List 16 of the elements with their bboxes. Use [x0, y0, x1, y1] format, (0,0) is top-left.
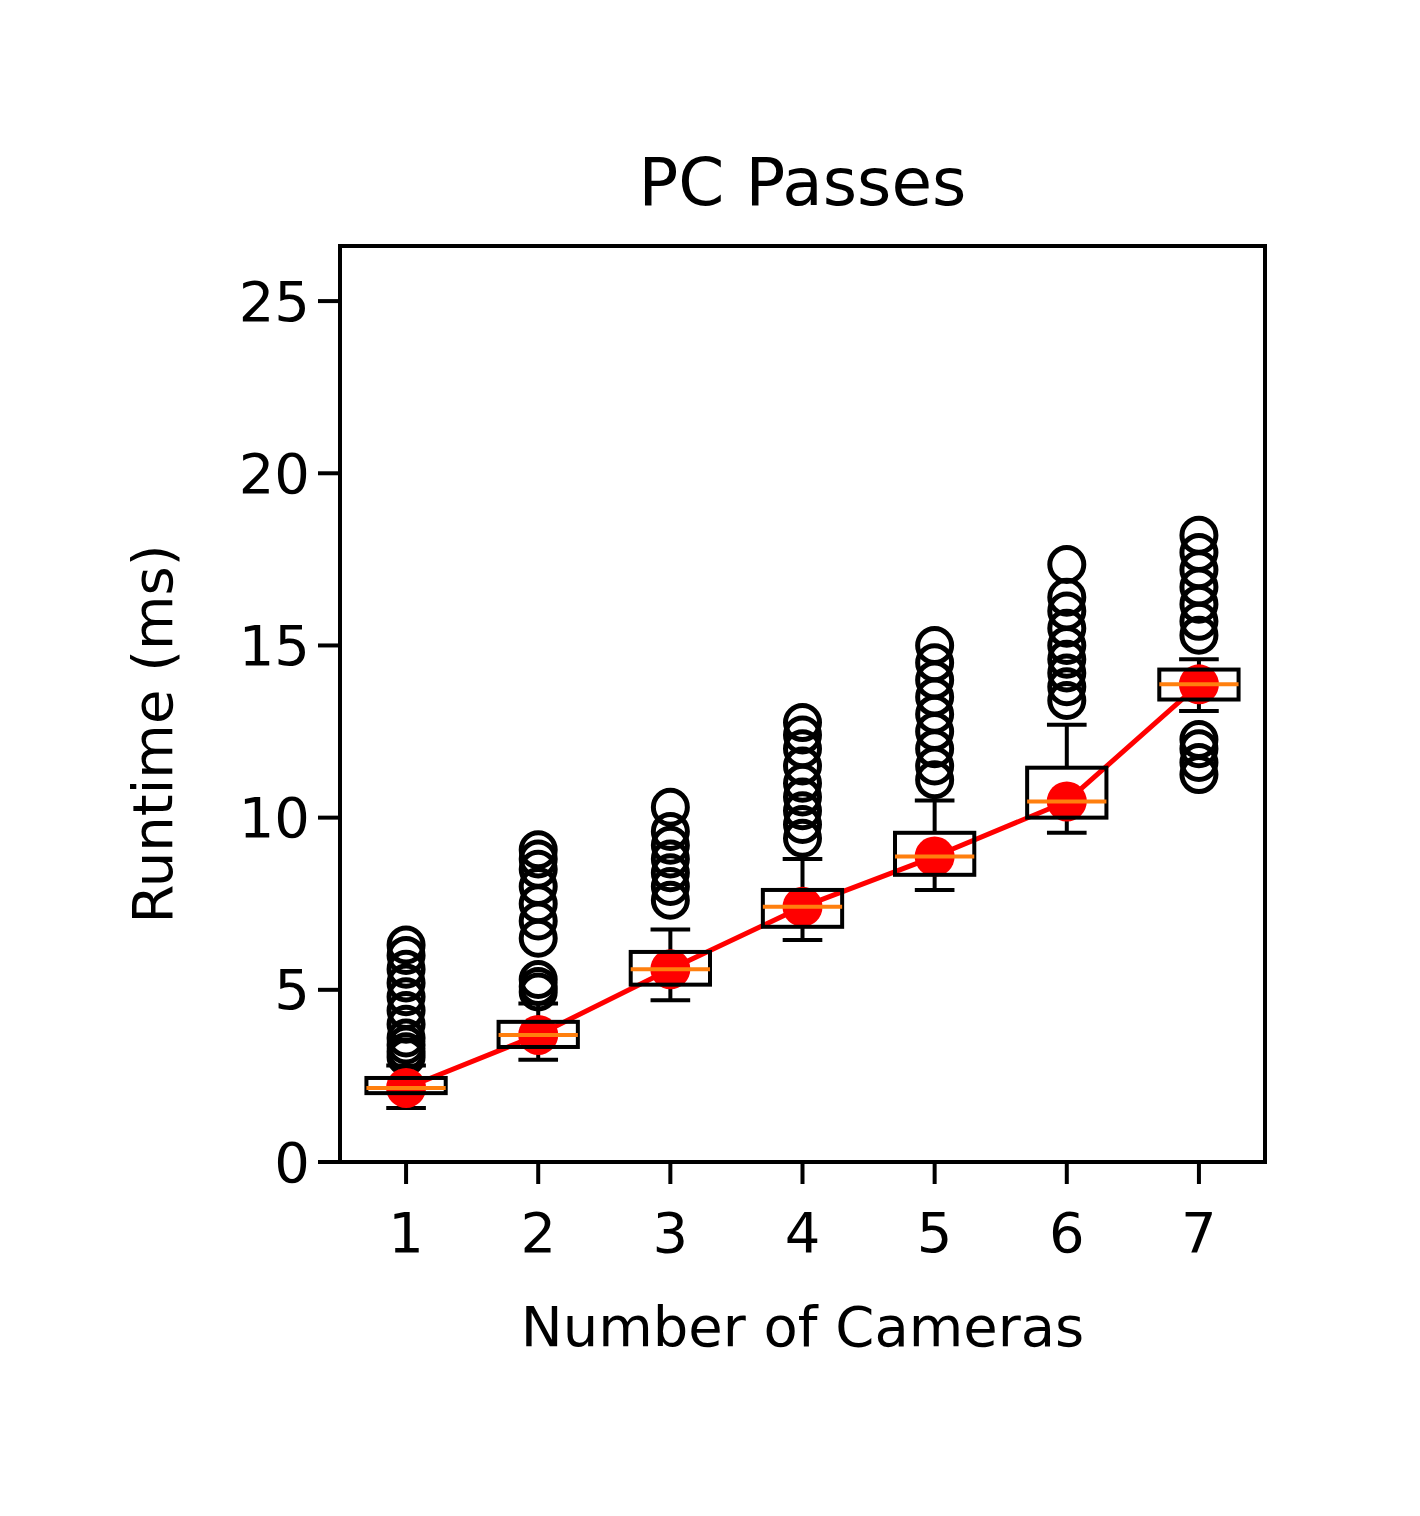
x-tick-label: 5: [916, 1200, 953, 1265]
x-tick-label: 3: [652, 1200, 689, 1265]
y-tick-label: 10: [238, 785, 310, 851]
x-tick-label: 4: [784, 1200, 821, 1265]
y-tick-label: 25: [238, 268, 310, 334]
x-tick-label: 6: [1048, 1200, 1085, 1265]
x-tick-label: 2: [520, 1200, 557, 1265]
y-axis-title: Runtime (ms): [120, 544, 185, 924]
x-tick-label: 1: [388, 1200, 424, 1265]
x-tick-label: 7: [1181, 1200, 1217, 1265]
x-axis-title: Number of Cameras: [520, 1294, 1085, 1359]
y-tick-label: 5: [274, 957, 310, 1023]
y-tick-label: 0: [274, 1129, 310, 1195]
chart-title: PC Passes: [638, 144, 967, 221]
y-tick-label: 20: [238, 440, 310, 506]
y-tick-label: 15: [238, 613, 310, 679]
